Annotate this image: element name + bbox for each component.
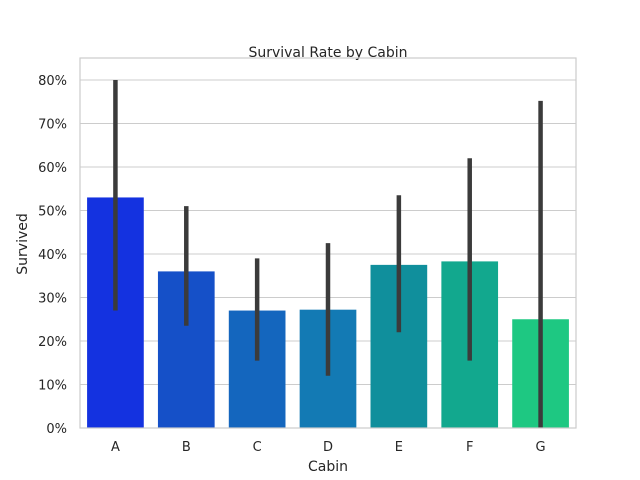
error-bars [113, 80, 543, 428]
plot-frame [79, 57, 577, 429]
y-axis-ticks: 0% 10% 20% 30% 40% 50% 60% 70% 80% [38, 74, 67, 437]
y-tick-label: 40% [38, 248, 67, 263]
x-axis-label: Cabin [308, 459, 348, 475]
y-axis-label: Survived [15, 213, 31, 274]
x-tick-label: F [466, 440, 473, 455]
y-tick-label: 80% [38, 74, 67, 89]
x-tick-label: G [536, 440, 546, 455]
y-tick-label: 20% [38, 335, 67, 350]
x-axis-ticks: A B C D E F G [111, 440, 546, 455]
y-tick-label: 60% [38, 161, 67, 176]
y-tick-label: 30% [38, 292, 67, 307]
x-tick-label: A [111, 440, 120, 455]
x-tick-label: D [323, 440, 333, 455]
x-tick-label: E [395, 440, 403, 455]
y-tick-label: 50% [38, 205, 67, 220]
y-tick-label: 0% [46, 422, 67, 437]
y-tick-label: 10% [38, 379, 67, 394]
x-tick-label: C [253, 440, 262, 455]
chart-title: Survival Rate by Cabin [248, 45, 407, 61]
y-tick-label: 70% [38, 118, 67, 133]
x-tick-label: B [182, 440, 191, 455]
